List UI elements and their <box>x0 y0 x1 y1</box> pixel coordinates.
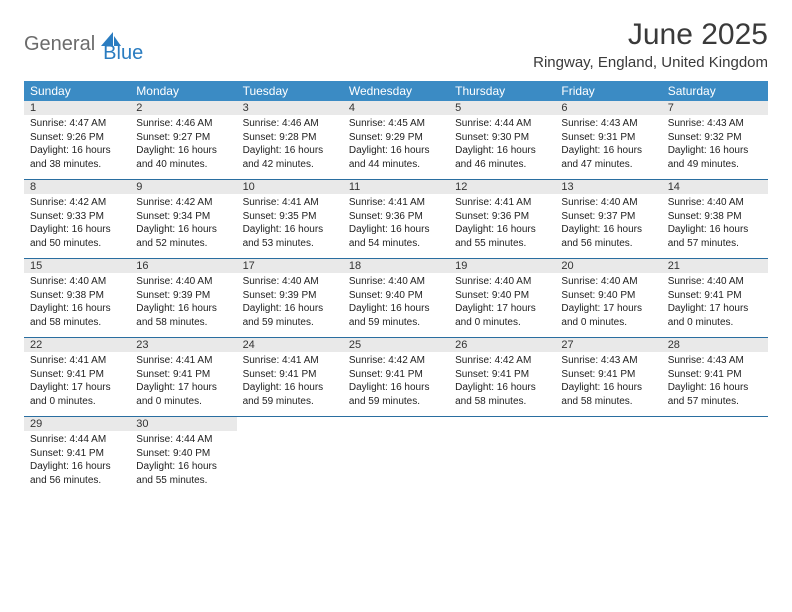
day-detail: Sunrise: 4:40 AMSunset: 9:39 PMDaylight:… <box>237 273 343 338</box>
day-detail: Sunrise: 4:41 AMSunset: 9:41 PMDaylight:… <box>24 352 130 417</box>
day-detail: Sunrise: 4:40 AMSunset: 9:38 PMDaylight:… <box>662 194 768 259</box>
day-number: 24 <box>237 338 343 353</box>
day-detail-row: Sunrise: 4:44 AMSunset: 9:41 PMDaylight:… <box>24 431 768 495</box>
day-number: 5 <box>449 101 555 115</box>
location-subtitle: Ringway, England, United Kingdom <box>533 54 768 71</box>
day-detail: Sunrise: 4:41 AMSunset: 9:35 PMDaylight:… <box>237 194 343 259</box>
empty-cell <box>237 431 343 495</box>
calendar-table: Sunday Monday Tuesday Wednesday Thursday… <box>24 81 768 495</box>
day-number-row: 15161718192021 <box>24 259 768 274</box>
day-detail: Sunrise: 4:45 AMSunset: 9:29 PMDaylight:… <box>343 115 449 180</box>
header: General Blue June 2025 Ringway, England,… <box>24 18 768 71</box>
day-detail: Sunrise: 4:41 AMSunset: 9:36 PMDaylight:… <box>343 194 449 259</box>
day-detail: Sunrise: 4:42 AMSunset: 9:34 PMDaylight:… <box>130 194 236 259</box>
day-detail: Sunrise: 4:47 AMSunset: 9:26 PMDaylight:… <box>24 115 130 180</box>
day-detail: Sunrise: 4:43 AMSunset: 9:41 PMDaylight:… <box>555 352 661 417</box>
empty-cell <box>449 431 555 495</box>
weekday-header-row: Sunday Monday Tuesday Wednesday Thursday… <box>24 81 768 101</box>
day-number-row: 2930 <box>24 417 768 432</box>
logo-word-2: Blue <box>103 42 143 65</box>
day-detail: Sunrise: 4:46 AMSunset: 9:28 PMDaylight:… <box>237 115 343 180</box>
day-detail: Sunrise: 4:40 AMSunset: 9:40 PMDaylight:… <box>449 273 555 338</box>
empty-cell <box>662 431 768 495</box>
day-detail: Sunrise: 4:46 AMSunset: 9:27 PMDaylight:… <box>130 115 236 180</box>
day-number: 30 <box>130 417 236 432</box>
day-number: 7 <box>662 101 768 115</box>
weekday-header: Wednesday <box>343 81 449 101</box>
day-detail: Sunrise: 4:43 AMSunset: 9:31 PMDaylight:… <box>555 115 661 180</box>
weekday-header: Tuesday <box>237 81 343 101</box>
day-number: 1 <box>24 101 130 115</box>
day-number: 22 <box>24 338 130 353</box>
day-number: 25 <box>343 338 449 353</box>
day-number: 11 <box>343 180 449 195</box>
weekday-header: Saturday <box>662 81 768 101</box>
empty-cell <box>343 431 449 495</box>
day-detail: Sunrise: 4:41 AMSunset: 9:36 PMDaylight:… <box>449 194 555 259</box>
day-detail: Sunrise: 4:44 AMSunset: 9:41 PMDaylight:… <box>24 431 130 495</box>
day-detail: Sunrise: 4:40 AMSunset: 9:41 PMDaylight:… <box>662 273 768 338</box>
day-number-row: 891011121314 <box>24 180 768 195</box>
day-number: 4 <box>343 101 449 115</box>
day-number: 26 <box>449 338 555 353</box>
day-detail: Sunrise: 4:40 AMSunset: 9:39 PMDaylight:… <box>130 273 236 338</box>
day-detail: Sunrise: 4:40 AMSunset: 9:37 PMDaylight:… <box>555 194 661 259</box>
day-number: 23 <box>130 338 236 353</box>
day-detail: Sunrise: 4:41 AMSunset: 9:41 PMDaylight:… <box>130 352 236 417</box>
empty-cell <box>555 431 661 495</box>
day-number: 12 <box>449 180 555 195</box>
title-block: June 2025 Ringway, England, United Kingd… <box>533 18 768 71</box>
empty-cell <box>662 417 768 432</box>
empty-cell <box>449 417 555 432</box>
day-number: 19 <box>449 259 555 274</box>
weekday-header: Friday <box>555 81 661 101</box>
day-number-row: 1234567 <box>24 101 768 115</box>
empty-cell <box>237 417 343 432</box>
day-number: 10 <box>237 180 343 195</box>
day-detail: Sunrise: 4:40 AMSunset: 9:40 PMDaylight:… <box>343 273 449 338</box>
day-detail-row: Sunrise: 4:41 AMSunset: 9:41 PMDaylight:… <box>24 352 768 417</box>
day-number: 14 <box>662 180 768 195</box>
day-number: 20 <box>555 259 661 274</box>
day-number: 18 <box>343 259 449 274</box>
day-detail: Sunrise: 4:42 AMSunset: 9:33 PMDaylight:… <box>24 194 130 259</box>
day-number: 27 <box>555 338 661 353</box>
day-number: 6 <box>555 101 661 115</box>
day-number: 28 <box>662 338 768 353</box>
empty-cell <box>343 417 449 432</box>
logo-word-1: General <box>24 33 95 56</box>
day-number: 16 <box>130 259 236 274</box>
day-detail: Sunrise: 4:40 AMSunset: 9:40 PMDaylight:… <box>555 273 661 338</box>
day-number: 15 <box>24 259 130 274</box>
day-detail-row: Sunrise: 4:42 AMSunset: 9:33 PMDaylight:… <box>24 194 768 259</box>
day-detail: Sunrise: 4:44 AMSunset: 9:40 PMDaylight:… <box>130 431 236 495</box>
weekday-header: Monday <box>130 81 236 101</box>
day-number-row: 22232425262728 <box>24 338 768 353</box>
weekday-header: Thursday <box>449 81 555 101</box>
day-detail: Sunrise: 4:42 AMSunset: 9:41 PMDaylight:… <box>449 352 555 417</box>
day-number: 2 <box>130 101 236 115</box>
logo: General Blue <box>24 24 143 65</box>
day-detail: Sunrise: 4:40 AMSunset: 9:38 PMDaylight:… <box>24 273 130 338</box>
weekday-header: Sunday <box>24 81 130 101</box>
day-number: 13 <box>555 180 661 195</box>
day-detail-row: Sunrise: 4:40 AMSunset: 9:38 PMDaylight:… <box>24 273 768 338</box>
day-number: 3 <box>237 101 343 115</box>
day-number: 17 <box>237 259 343 274</box>
page-title: June 2025 <box>533 18 768 52</box>
empty-cell <box>555 417 661 432</box>
day-detail: Sunrise: 4:44 AMSunset: 9:30 PMDaylight:… <box>449 115 555 180</box>
day-number: 8 <box>24 180 130 195</box>
day-number: 29 <box>24 417 130 432</box>
day-number: 9 <box>130 180 236 195</box>
day-detail: Sunrise: 4:42 AMSunset: 9:41 PMDaylight:… <box>343 352 449 417</box>
day-detail-row: Sunrise: 4:47 AMSunset: 9:26 PMDaylight:… <box>24 115 768 180</box>
day-number: 21 <box>662 259 768 274</box>
day-detail: Sunrise: 4:43 AMSunset: 9:32 PMDaylight:… <box>662 115 768 180</box>
day-detail: Sunrise: 4:41 AMSunset: 9:41 PMDaylight:… <box>237 352 343 417</box>
day-detail: Sunrise: 4:43 AMSunset: 9:41 PMDaylight:… <box>662 352 768 417</box>
